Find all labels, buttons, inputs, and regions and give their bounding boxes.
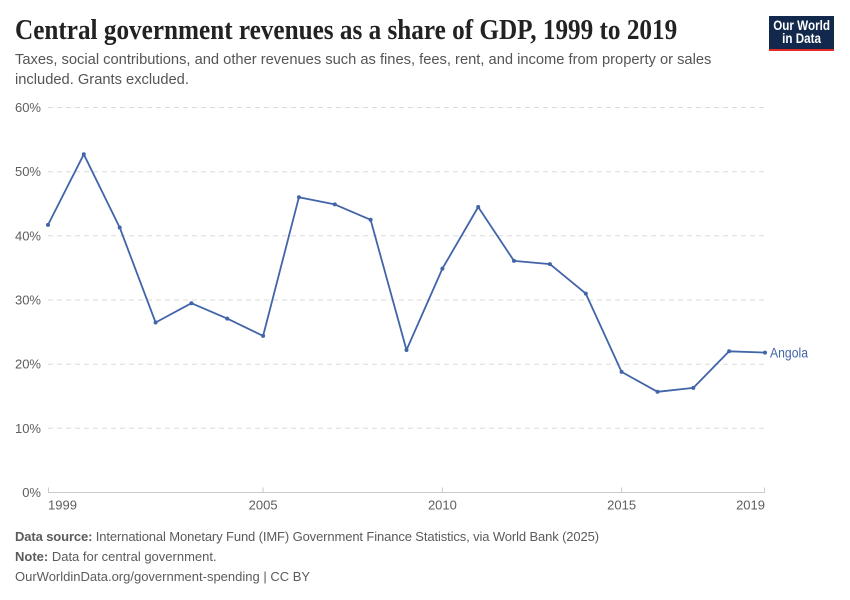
svg-text:2019: 2019 [736, 498, 765, 513]
svg-text:2005: 2005 [249, 498, 278, 513]
svg-text:20%: 20% [15, 357, 41, 372]
svg-text:1999: 1999 [48, 498, 77, 513]
svg-text:0%: 0% [22, 485, 41, 500]
svg-text:Angola: Angola [770, 345, 808, 361]
svg-text:30%: 30% [15, 293, 41, 308]
svg-text:2010: 2010 [428, 498, 457, 513]
svg-text:50%: 50% [15, 164, 41, 179]
svg-text:60%: 60% [15, 100, 41, 115]
svg-text:40%: 40% [15, 228, 41, 243]
svg-text:10%: 10% [15, 421, 41, 436]
svg-text:2015: 2015 [607, 498, 636, 513]
